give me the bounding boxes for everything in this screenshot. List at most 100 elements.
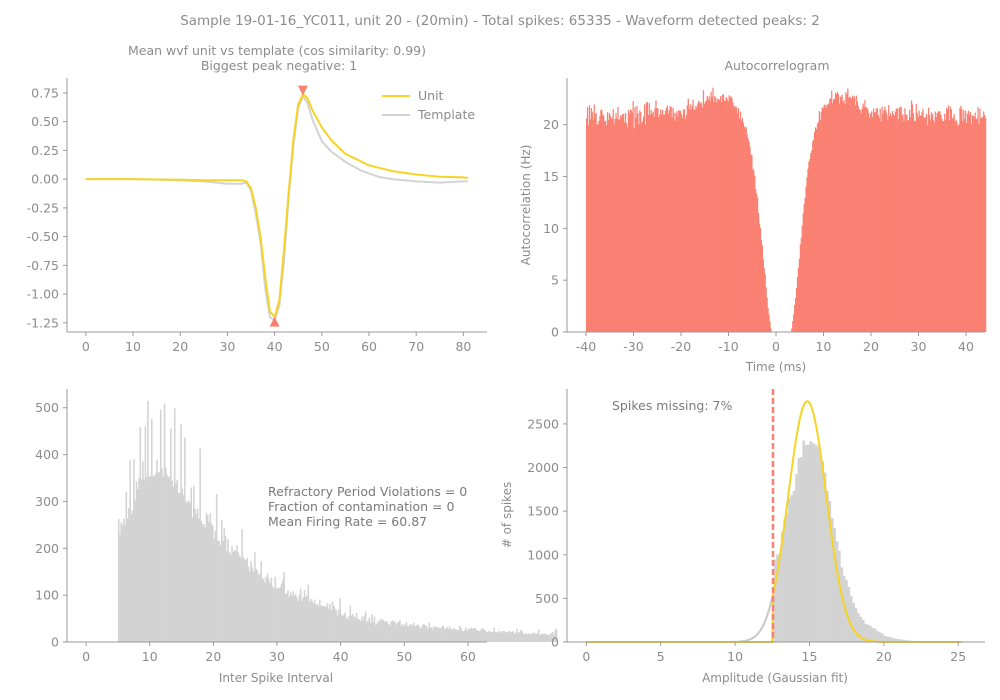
acg-bar: [624, 122, 626, 333]
amp-bar: [788, 498, 791, 642]
legend-unit-label: Unit: [418, 88, 444, 103]
isi-bar: [129, 460, 131, 642]
isi-bar: [473, 628, 475, 642]
isi-bar: [243, 559, 246, 642]
isi-bar: [275, 587, 278, 642]
acg-bar: [748, 141, 750, 332]
waveform-ytick-label: -0.75: [27, 258, 59, 273]
acg-bar: [980, 117, 982, 332]
isi-bar: [204, 527, 207, 642]
acg-bar: [723, 100, 725, 332]
acg-bar: [647, 115, 649, 332]
amp-bar: [821, 461, 825, 642]
amp-bar: [892, 638, 896, 642]
isi-bar: [488, 630, 490, 642]
isi-bar: [311, 600, 313, 642]
acg-bar: [695, 105, 697, 333]
isi-bar: [120, 522, 123, 642]
isi-bar: [450, 628, 452, 642]
acg-bar: [635, 117, 637, 332]
isi-bar: [515, 632, 517, 642]
acg-bar: [846, 94, 848, 333]
acg-bar: [709, 101, 711, 333]
acg-bar: [794, 304, 796, 332]
isi-bar: [231, 546, 233, 642]
amp-bar: [899, 639, 903, 642]
acg-bar: [589, 119, 592, 332]
acg-bar: [586, 118, 588, 333]
amp-bar: [864, 623, 867, 642]
acg-bar: [897, 119, 899, 333]
isi-bar: [476, 630, 479, 642]
acg-bar: [887, 119, 889, 332]
acg-bar: [747, 138, 749, 332]
acg-bar: [681, 114, 683, 332]
acg-bar: [675, 113, 677, 332]
waveform-xtick-label: 60: [361, 339, 377, 354]
amplitude-xlabel: Amplitude (Gaussian fit): [702, 671, 848, 685]
isi-bar: [405, 622, 408, 642]
acg-bar: [856, 101, 858, 332]
acg-bar: [737, 112, 739, 332]
isi-bar: [466, 630, 469, 642]
isi-bar: [349, 605, 352, 642]
isi-bar: [478, 630, 480, 642]
acg-bar: [864, 100, 866, 332]
isi-bar: [255, 569, 257, 642]
acg-bar: [714, 95, 716, 332]
acg-bar: [624, 113, 627, 332]
amp-bar: [807, 444, 810, 642]
acg-bar: [692, 99, 694, 332]
acg-bar: [917, 117, 919, 333]
acg-bar: [889, 115, 891, 332]
isi-bar: [525, 633, 527, 642]
isi-bar: [325, 606, 327, 642]
acg-bar: [703, 103, 706, 332]
acg-bar: [708, 96, 710, 332]
waveform-ytick-label: -1.25: [27, 315, 59, 330]
acg-bar: [801, 225, 803, 332]
isi-bar: [540, 634, 543, 642]
amp-bar: [873, 628, 877, 642]
acg-bar: [700, 102, 703, 332]
acg-bar: [620, 115, 622, 332]
isi-bar: [518, 632, 521, 642]
isi-ytick-label: 200: [35, 541, 59, 556]
acg-bar: [605, 120, 607, 333]
isi-bar: [229, 554, 232, 642]
amp-bar: [852, 602, 855, 642]
isi-bar: [152, 476, 154, 642]
isi-bar: [347, 619, 349, 642]
isi-bar: [431, 627, 433, 642]
waveform-xtick-label: 40: [267, 339, 283, 354]
acg-bar: [895, 108, 897, 333]
acg-bar: [731, 97, 733, 332]
isi-bar: [186, 502, 189, 642]
acg-bar: [810, 153, 812, 332]
acg-bar: [833, 99, 835, 332]
amp-bar: [885, 636, 889, 642]
isi-bar: [232, 551, 235, 642]
isi-bar: [345, 617, 348, 642]
acg-bar: [697, 103, 699, 332]
isi-bar: [157, 472, 159, 642]
isi-xtick-label: 50: [396, 649, 412, 664]
acg-bar: [646, 101, 649, 332]
amp-bar: [814, 444, 817, 642]
isi-bar: [222, 540, 224, 642]
amp-bar: [830, 518, 834, 642]
acg-bar: [720, 102, 723, 332]
isi-bar: [439, 628, 442, 642]
isi-bar: [270, 577, 273, 642]
acg-bar: [629, 109, 631, 333]
amp-bar: [783, 519, 786, 642]
acg-bar: [764, 274, 766, 332]
isi-bar: [143, 480, 145, 642]
acg-bar: [749, 146, 751, 332]
acg-bar: [852, 95, 854, 332]
acg-bar: [970, 124, 972, 333]
isi-bar: [419, 628, 422, 642]
isi-bar: [194, 508, 196, 642]
acg-bar: [806, 177, 808, 332]
waveform-ytick-label: 0.75: [31, 85, 59, 100]
